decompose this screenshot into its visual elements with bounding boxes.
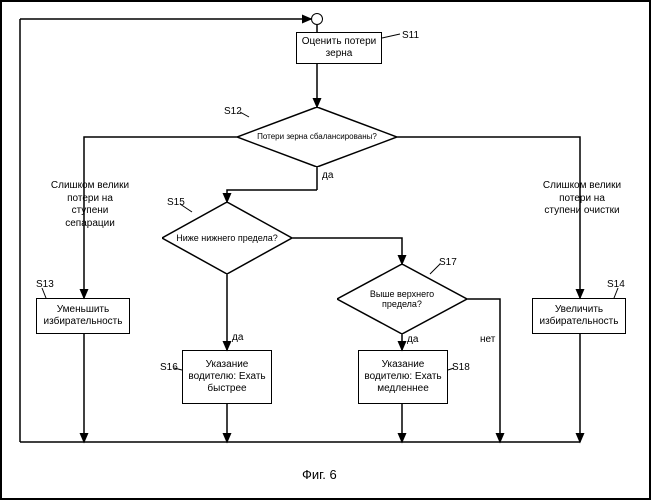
node-s14-id: S14 [607, 279, 625, 290]
edge-s17-yes: да [407, 334, 418, 345]
side-text-left: Слишком велики потери на ступени сепарац… [50, 180, 130, 230]
node-s18-text: Указание водителю: Ехать медленнее [362, 359, 444, 395]
node-s12-text: Потери зерна сбалансированы? [257, 132, 377, 141]
node-s18: Указание водителю: Ехать медленнее [358, 350, 448, 404]
node-s15: Ниже нижнего предела? [162, 202, 292, 274]
node-s11-text: Оценить потери зерна [300, 36, 378, 60]
node-s14: Увеличить избирательность [532, 298, 626, 334]
edge-s15-yes: да [232, 332, 243, 343]
node-s13-text: Уменьшить избирательность [40, 304, 126, 328]
node-s16: Указание водителю: Ехать быстрее [182, 350, 272, 404]
node-s16-text: Указание водителю: Ехать быстрее [186, 359, 268, 395]
node-s14-text: Увеличить избирательность [536, 304, 622, 328]
node-s11-id: S11 [402, 30, 419, 41]
side-text-right: Слишком велики потери на ступени очистки [542, 180, 622, 218]
node-s17-id: S17 [439, 257, 457, 268]
node-s18-id: S18 [452, 362, 470, 373]
edge-s12-yes: да [322, 170, 333, 181]
node-s11: Оценить потери зерна [296, 32, 382, 64]
edges [2, 2, 649, 498]
start-node [311, 13, 323, 25]
node-s16-id: S16 [160, 362, 178, 373]
node-s13-id: S13 [36, 279, 54, 290]
figure-caption: Фиг. 6 [302, 467, 337, 482]
node-s12: Потери зерна сбалансированы? [237, 107, 397, 167]
node-s17-text: Выше верхнего предела? [351, 289, 453, 310]
node-s13: Уменьшить избирательность [36, 298, 130, 334]
node-s12-id: S12 [224, 106, 242, 117]
node-s15-text: Ниже нижнего предела? [176, 233, 278, 243]
node-s17: Выше верхнего предела? [337, 264, 467, 334]
flowchart-canvas: Оценить потери зерна S11 Потери зерна сб… [0, 0, 651, 500]
edge-s17-no: нет [480, 334, 495, 345]
node-s15-id: S15 [167, 197, 185, 208]
